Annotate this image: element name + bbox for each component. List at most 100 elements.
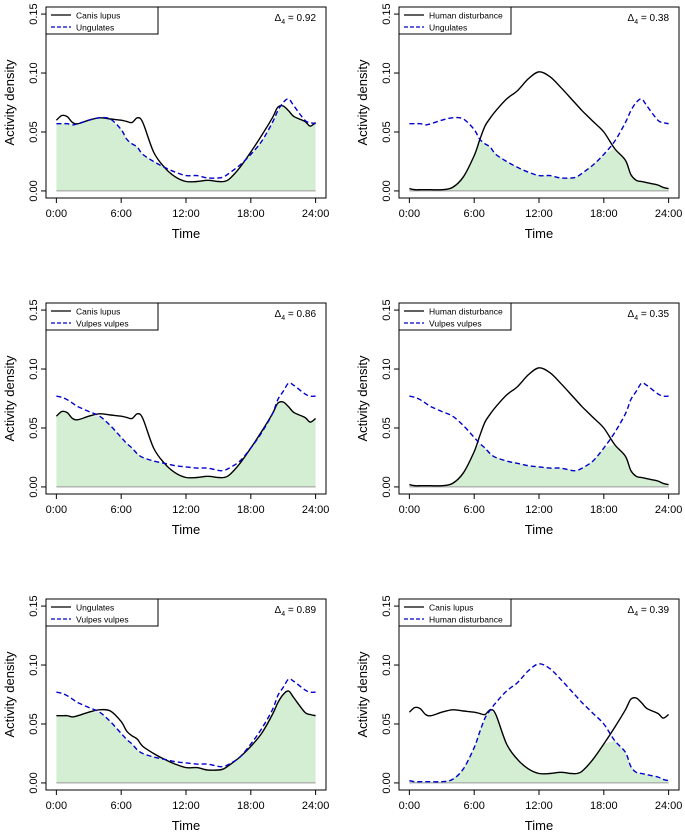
delta-symbol: Δ [275, 309, 282, 320]
legend: Ungulates Vulpes vulpes [45, 598, 159, 627]
plot-frame [398, 6, 680, 199]
y-axis-title: Activity density [2, 651, 17, 737]
y-tick-label: 0.05 [28, 417, 40, 438]
delta-symbol: Δ [628, 605, 635, 616]
y-tick-label: 0.05 [381, 417, 393, 438]
series-line-1 [408, 696, 670, 775]
legend-label-2: Vulpes vulpes [76, 615, 129, 625]
legend: Canis lupus Vulpes vulpes [45, 302, 159, 331]
x-tick-label: 0:00 [399, 208, 420, 220]
overlap-value: = 0.92 [285, 13, 316, 24]
x-tick-label: 6:00 [110, 504, 131, 516]
panel-1: 0:00 6:00 12:00 18:00 24:00 0.00 0.05 0.10 0.15 T… [2, 3, 329, 241]
overlap-coefficient: Δ4 = 0.92 [275, 13, 317, 26]
legend: Canis lupus Ungulates [45, 6, 159, 35]
x-tick-label: 0:00 [46, 208, 67, 220]
x-tick-label: 24:00 [302, 800, 330, 812]
y-tick-label: 0.15 [381, 3, 393, 24]
x-tick-label: 6:00 [110, 208, 131, 220]
overlap-value: = 0.38 [638, 13, 669, 24]
overlap-value: = 0.35 [638, 309, 669, 320]
legend-label-1: Human disturbance [429, 11, 503, 21]
delta-subscript: 4 [634, 611, 638, 618]
series-line-2 [56, 678, 316, 768]
series-line-1 [409, 71, 669, 191]
x-tick-label: 6:00 [463, 504, 484, 516]
legend-label-2: Human disturbance [429, 615, 503, 625]
overlap-coefficient: Δ4 = 0.39 [628, 605, 670, 618]
overlap-area [56, 691, 316, 783]
y-tick-label: 0.05 [28, 713, 40, 734]
series-line-2 [409, 382, 669, 472]
legend-label-2: Ungulates [429, 23, 467, 33]
x-tick-label: 24:00 [655, 800, 683, 812]
series-line-2 [409, 98, 669, 179]
delta-subscript: 4 [281, 19, 285, 26]
y-tick-label: 0.15 [381, 595, 393, 616]
y-axis-title: Activity density [2, 59, 17, 145]
delta-symbol: Δ [628, 13, 635, 24]
y-tick-label: 0.10 [381, 62, 393, 83]
series-line-2 [409, 663, 669, 783]
y-axis-title: Activity density [355, 59, 370, 145]
y-axis-title: Activity density [2, 355, 17, 441]
overlap-value: = 0.89 [285, 605, 316, 616]
delta-subscript: 4 [634, 315, 638, 322]
legend-box [398, 302, 512, 331]
overlap-coefficient: Δ4 = 0.38 [628, 13, 670, 26]
y-tick-label: 0.10 [381, 654, 393, 675]
y-tick-label: 0.00 [381, 180, 393, 201]
y-tick-label: 0.15 [28, 595, 40, 616]
legend-label-2: Ungulates [76, 23, 114, 33]
x-tick-label: 12:00 [525, 208, 553, 220]
x-tick-label: 12:00 [525, 800, 553, 812]
x-tick-label: 12:00 [172, 800, 200, 812]
x-axis-title: Time [172, 818, 200, 832]
legend-box [45, 6, 159, 35]
x-tick-label: 18:00 [237, 208, 265, 220]
overlap-value: = 0.86 [285, 309, 316, 320]
x-axis-title: Time [525, 522, 553, 537]
x-tick-label: 0:00 [399, 800, 420, 812]
y-axis-title: Activity density [355, 355, 370, 441]
series-line-2 [56, 382, 316, 472]
x-tick-label: 24:00 [655, 208, 683, 220]
x-tick-label: 24:00 [302, 504, 330, 516]
delta-symbol: Δ [275, 605, 282, 616]
panel-3: 0:00 6:00 12:00 18:00 24:00 0.00 0.05 0.10 0.15 T… [2, 299, 329, 537]
legend-label-1: Ungulates [76, 603, 114, 613]
x-tick-label: 24:00 [655, 504, 683, 516]
series-line-1 [409, 367, 669, 487]
y-tick-label: 0.10 [28, 358, 40, 379]
legend-box [45, 598, 159, 627]
x-tick-label: 18:00 [237, 504, 265, 516]
delta-subscript: 4 [281, 611, 285, 618]
legend: Human disturbance Vulpes vulpes [398, 302, 512, 331]
x-tick-label: 24:00 [302, 208, 330, 220]
legend-box [45, 302, 159, 331]
delta-symbol: Δ [628, 309, 635, 320]
y-tick-label: 0.00 [28, 180, 40, 201]
x-tick-label: 12:00 [525, 504, 553, 516]
y-tick-label: 0.15 [28, 3, 40, 24]
plot-frame [398, 598, 680, 791]
overlap-coefficient: Δ4 = 0.89 [275, 605, 317, 618]
series-line-1 [56, 690, 316, 771]
panel-5: 0:00 6:00 12:00 18:00 24:00 0.00 0.05 0.10 0.15 T… [2, 595, 329, 832]
x-tick-label: 0:00 [46, 504, 67, 516]
x-axis-title: Time [172, 522, 200, 537]
x-axis-title: Time [172, 226, 200, 241]
panel-6: 0:00 6:00 12:00 18:00 24:00 0.00 0.05 0.10 0.15 T… [355, 595, 682, 832]
x-tick-label: 0:00 [399, 504, 420, 516]
plot-frame [398, 302, 680, 495]
legend-box [398, 598, 512, 627]
x-tick-label: 6:00 [110, 800, 131, 812]
legend-label-2: Vulpes vulpes [76, 319, 129, 329]
y-tick-label: 0.05 [381, 121, 393, 142]
x-tick-label: 6:00 [463, 208, 484, 220]
delta-subscript: 4 [634, 19, 638, 26]
delta-subscript: 4 [281, 315, 285, 322]
y-tick-label: 0.15 [28, 299, 40, 320]
x-tick-label: 18:00 [590, 800, 618, 812]
